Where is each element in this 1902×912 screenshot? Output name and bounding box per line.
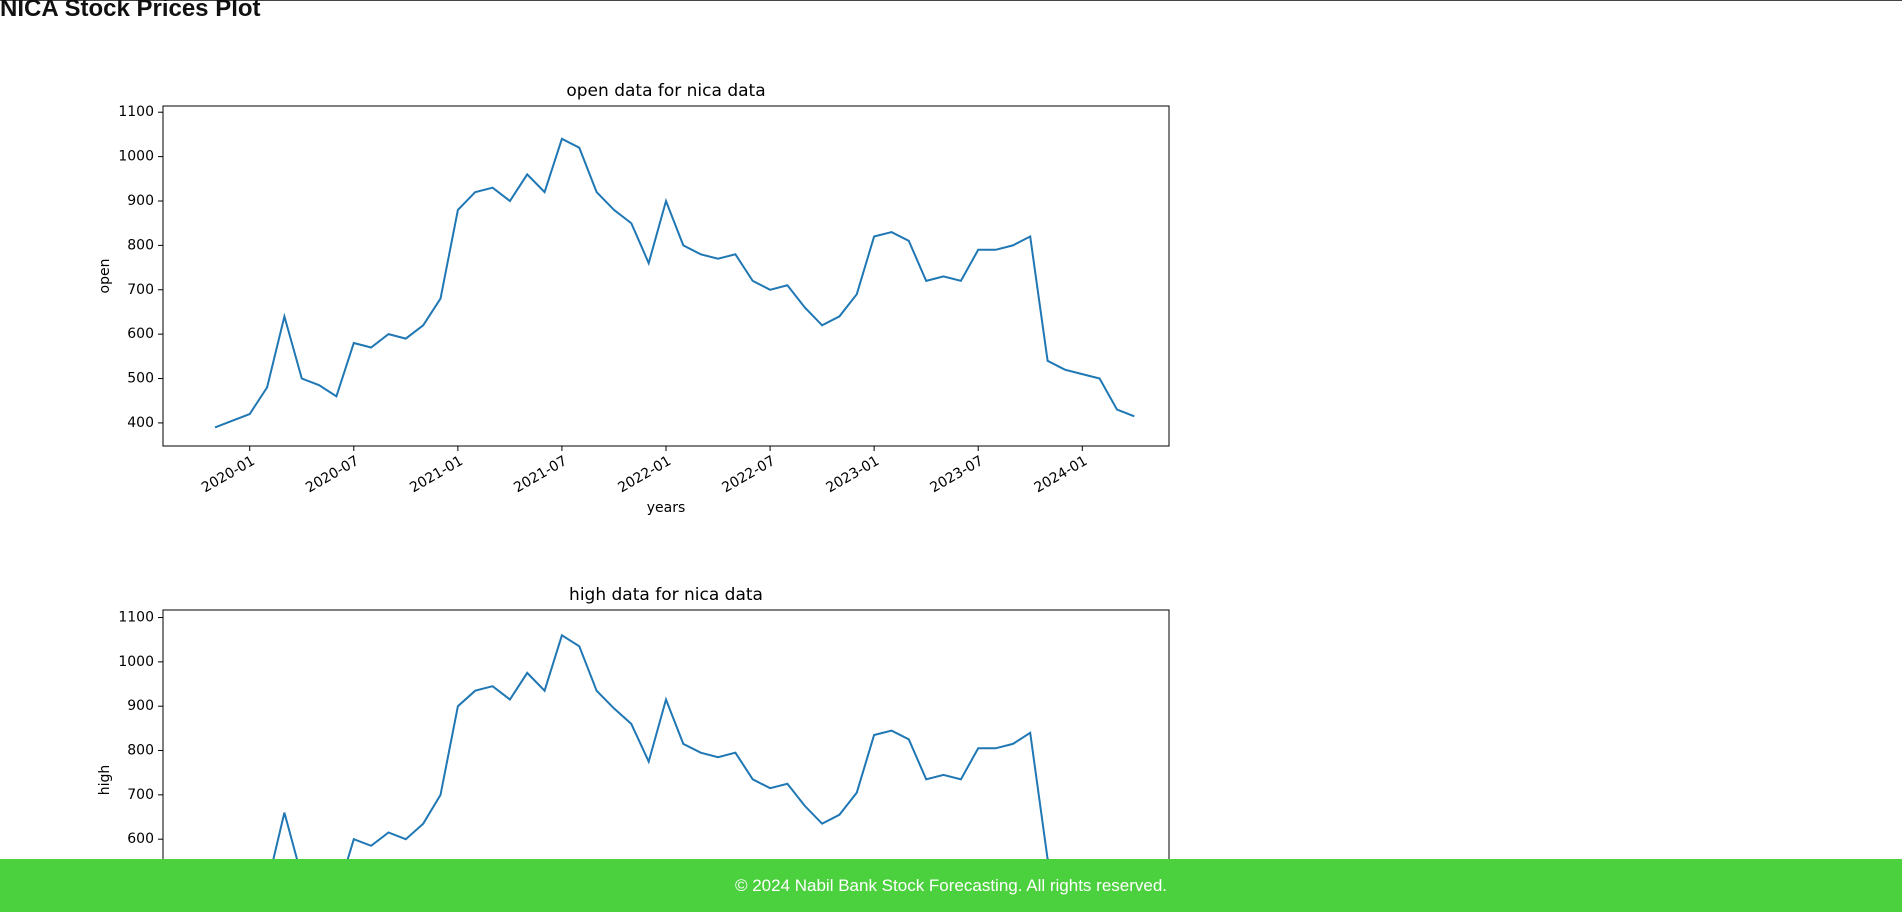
chart-title: high data for nica data xyxy=(569,585,763,605)
x-tick-label: 2023-01 xyxy=(823,453,882,496)
x-tick-label: 2023-07 xyxy=(928,453,987,496)
page-title: NICA Stock Prices Plot xyxy=(0,0,261,22)
y-tick-label: 1100 xyxy=(118,610,154,626)
footer: © 2024 Nabil Bank Stock Forecasting. All… xyxy=(0,859,1902,912)
x-tick-label: 2022-07 xyxy=(719,453,778,496)
x-tick-label: 2021-07 xyxy=(511,453,570,496)
y-tick-label: 800 xyxy=(127,743,154,759)
y-tick-label: 600 xyxy=(127,326,154,342)
plot-frame xyxy=(162,609,1170,912)
data-line xyxy=(250,633,1131,912)
x-tick-label: 2020-07 xyxy=(303,453,362,496)
x-axis-label: years xyxy=(647,500,686,516)
y-tick-label: 600 xyxy=(127,831,154,847)
y-tick-label: 800 xyxy=(127,237,154,253)
y-tick-label: 1000 xyxy=(118,654,154,670)
y-axis-label: open xyxy=(97,259,113,294)
y-axis-label: high xyxy=(97,765,113,796)
chart-title: open data for nica data xyxy=(566,81,765,101)
x-tick-label: 2022-01 xyxy=(615,453,674,496)
data-line xyxy=(214,137,1135,429)
x-tick-label: 2020-01 xyxy=(199,453,258,496)
y-tick-label: 700 xyxy=(127,787,154,803)
y-tick-label: 1100 xyxy=(118,104,154,120)
x-tick-label: 2024-01 xyxy=(1032,453,1091,496)
y-tick-label: 500 xyxy=(127,371,154,387)
y-tick-label: 700 xyxy=(127,282,154,298)
y-tick-label: 1000 xyxy=(118,149,154,165)
plot-frame xyxy=(162,105,1170,447)
x-tick-label: 2021-01 xyxy=(407,453,466,496)
y-tick-label: 900 xyxy=(127,698,154,714)
y-tick-label: 400 xyxy=(127,415,154,431)
y-tick-label: 900 xyxy=(127,193,154,209)
